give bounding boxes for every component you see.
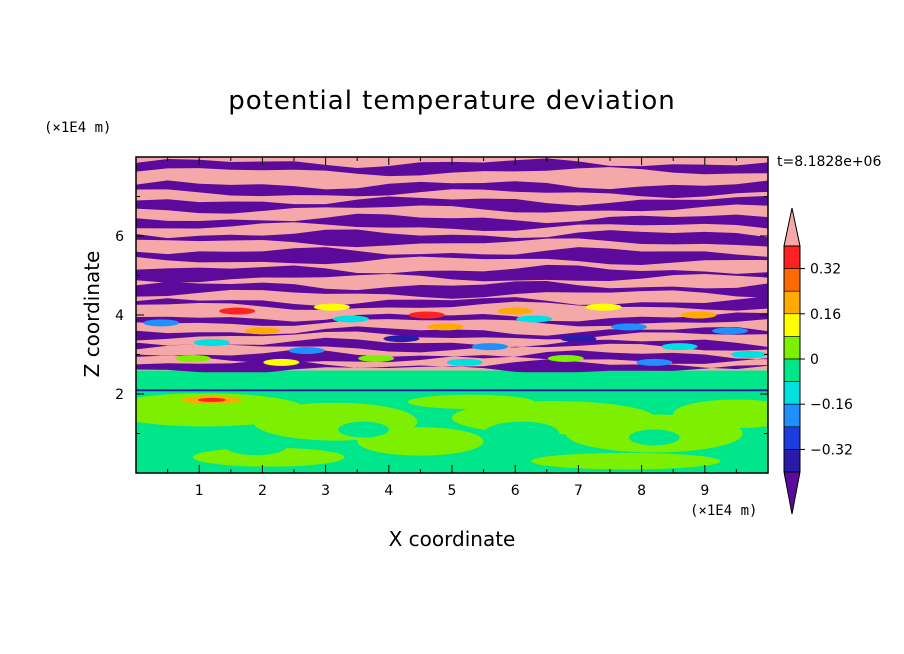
field-green-patch — [531, 452, 721, 470]
field-cool-band — [136, 326, 768, 341]
x-tick-label: 9 — [700, 483, 709, 499]
y-ticks: 2 4 6 — [115, 196, 768, 434]
colorbar-segment — [783, 449, 801, 473]
field-cool-band — [136, 195, 768, 214]
colorbar-label: 0 — [810, 352, 819, 368]
x-ticks: 1 2 3 4 5 6 7 8 9 — [167, 157, 737, 499]
field-mint-pocket — [224, 435, 288, 456]
colorbar-segment — [783, 358, 801, 382]
field-cool-band — [136, 229, 768, 248]
colorbar-label: −0.16 — [810, 397, 853, 413]
x-tick-label: 5 — [448, 483, 457, 499]
x-axis-label: X coordinate — [0, 527, 904, 551]
colorbar-segment — [783, 336, 801, 360]
x-unit-label: (×1E4 m) — [690, 503, 758, 519]
colorbar-label: −0.32 — [810, 442, 853, 458]
field-cool-band — [136, 281, 768, 299]
time-label: t=8.1828e+06 — [777, 154, 882, 170]
field-turbulent-blob — [661, 343, 698, 351]
colorbar-segment — [783, 313, 801, 337]
field-cool-band — [136, 337, 768, 353]
field-mint-pocket — [338, 421, 389, 438]
colorbar-segment — [783, 245, 801, 269]
field-turbulent-blob — [731, 351, 768, 358]
colorbar-segment — [783, 403, 801, 428]
field-turbulent-blob — [263, 358, 300, 366]
field-turbulent-blob — [383, 335, 420, 343]
field-turbulent-blob — [244, 327, 281, 335]
field-mint-pocket — [483, 421, 560, 446]
colorbar-segment — [783, 290, 801, 315]
field-turbulent-blob — [143, 319, 180, 327]
field-turbulent-blob — [497, 307, 534, 315]
field-turbulent-blob — [636, 358, 673, 366]
field-turbulent-blob — [712, 327, 749, 335]
colorbar-extend-bottom — [783, 471, 801, 515]
colorbar-segment — [783, 381, 801, 405]
field-turbulent-blob — [610, 323, 647, 331]
field-cool-band — [136, 213, 768, 231]
x-tick-label: 8 — [637, 483, 646, 499]
field-turbulent-blob — [408, 311, 445, 319]
field-green-patch — [192, 447, 345, 467]
field-turbulent-blob — [446, 358, 483, 366]
field-green-patch — [357, 427, 484, 456]
colorbar-label: 0.32 — [810, 262, 841, 278]
y-tick-label: 6 — [115, 229, 124, 245]
x-tick-label: 4 — [384, 483, 393, 499]
field-turbulent-blob — [516, 315, 553, 323]
field-turbulent-blob — [585, 303, 622, 311]
field-mint-pocket — [628, 429, 680, 446]
x-tick-label: 1 — [195, 483, 204, 499]
x-tick-label: 3 — [321, 483, 330, 499]
field-turbulent-blob — [547, 354, 584, 362]
field-turbulent-blob — [427, 323, 464, 331]
colorbar: 0.32 0.16 0 −0.16 −0.32 — [783, 207, 853, 515]
field-turbulent-blob — [332, 315, 369, 323]
colorbar-segment — [783, 426, 801, 450]
field-turbulent-blob — [680, 311, 717, 319]
field-turbulent-blob — [288, 347, 325, 355]
contour-field — [136, 157, 768, 473]
field-turbulent-blob — [174, 354, 211, 362]
field-transition-layer — [136, 372, 768, 391]
colorbar-label: 0.16 — [810, 307, 841, 323]
field-cool-band — [136, 247, 768, 266]
x-tick-label: 7 — [574, 483, 583, 499]
field-inversion-line — [136, 389, 768, 392]
field-green-patch — [407, 394, 535, 410]
field-turbulent-blob — [193, 339, 230, 347]
field-cool-band — [136, 180, 768, 199]
colorbar-extend-top — [783, 207, 801, 247]
field-turbulent-blob — [358, 354, 395, 362]
y-tick-label: 2 — [115, 387, 124, 403]
chart-title: potential temperature deviation — [228, 86, 676, 116]
field-warm-core — [197, 397, 226, 402]
field-turbulent-blob — [313, 303, 350, 311]
x-axis-label-text: X coordinate — [388, 527, 516, 551]
y-unit-label: (×1E4 m) — [44, 120, 112, 136]
field-turbulent-blob — [219, 307, 256, 315]
field-cool-band — [136, 264, 768, 283]
field-cool-band — [136, 312, 768, 327]
colorbar-segment — [783, 268, 801, 292]
field-turbulent-blob — [471, 343, 508, 351]
x-tick-label: 6 — [511, 483, 520, 499]
field-cool-band — [136, 158, 768, 177]
x-tick-label: 2 — [258, 483, 267, 499]
y-tick-label: 4 — [115, 308, 124, 324]
field-green-patch — [673, 399, 768, 428]
field-turbulent-blob — [560, 335, 597, 343]
